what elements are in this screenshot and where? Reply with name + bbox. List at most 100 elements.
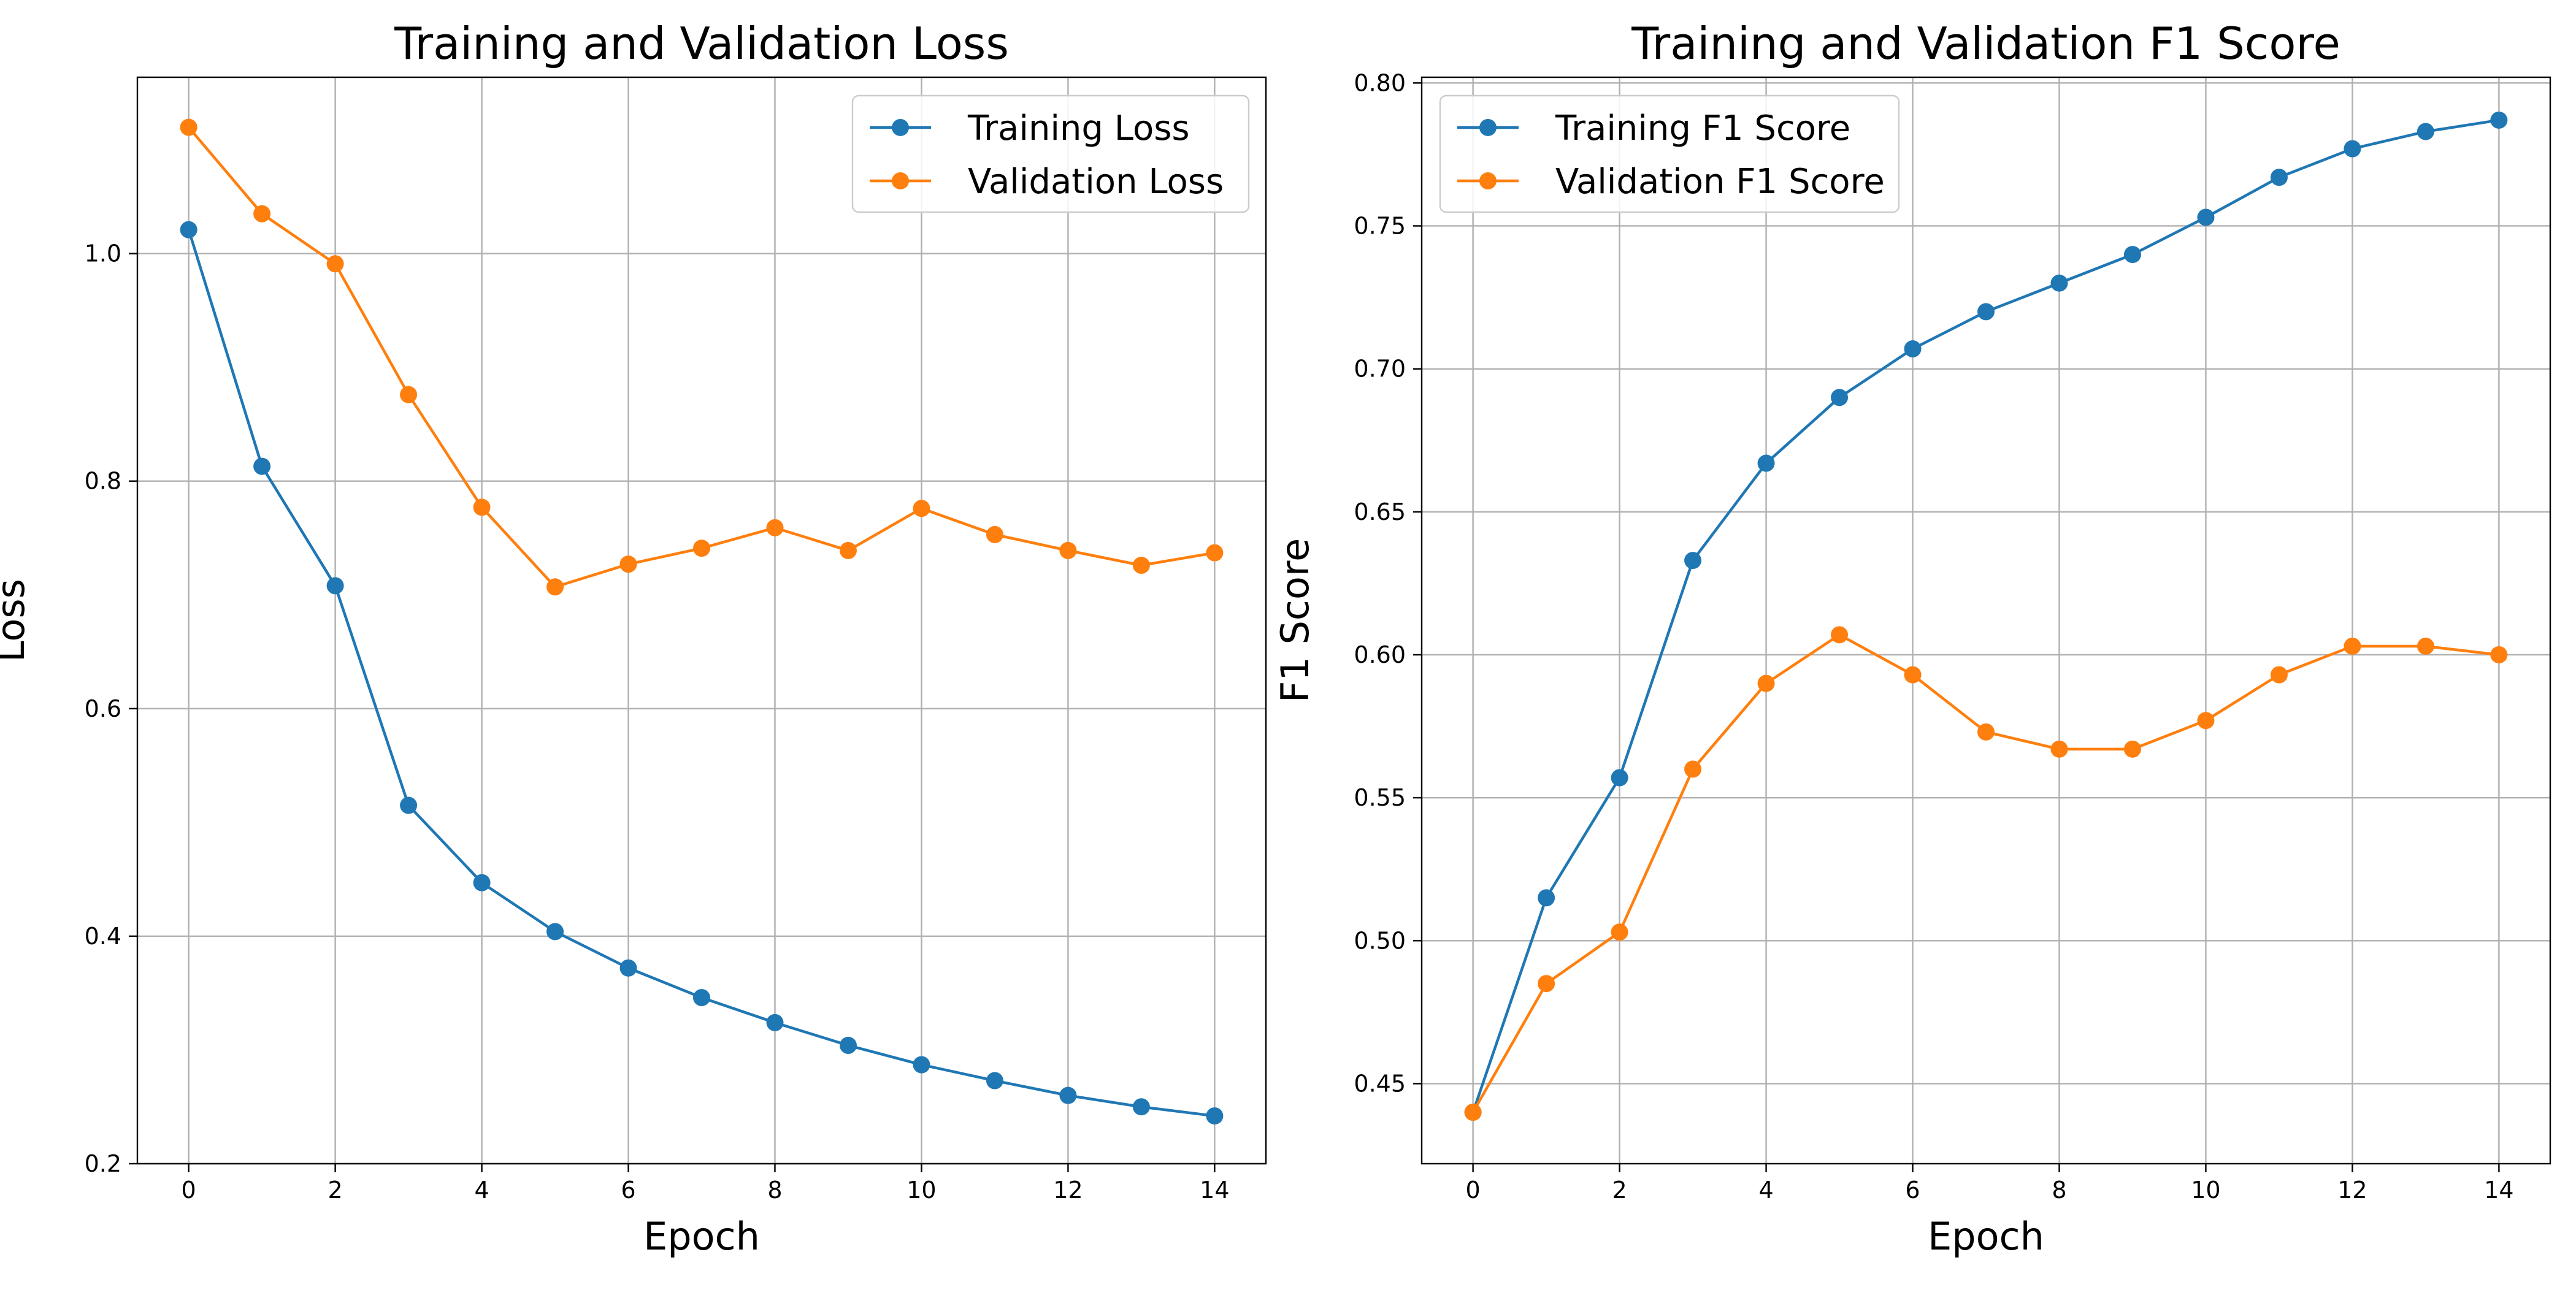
data-point: [2344, 140, 2361, 158]
x-tick-label: 4: [1758, 1177, 1773, 1204]
x-tick-label: 12: [1053, 1177, 1083, 1204]
x-tick-label: 2: [1612, 1177, 1627, 1204]
legend-label: Training F1 Score: [1555, 109, 1850, 148]
y-tick-label: 0.50: [1354, 927, 1406, 954]
y-tick-label: 0.4: [85, 923, 121, 950]
data-point: [400, 796, 418, 814]
y-tick-label: 0.55: [1354, 784, 1406, 811]
data-point: [693, 989, 710, 1007]
data-point: [619, 555, 637, 573]
data-point: [2490, 111, 2508, 129]
data-point: [180, 221, 197, 239]
series-line: [1471, 118, 2499, 1113]
legend-marker: [1479, 172, 1497, 189]
axes-frame: [136, 76, 1267, 1165]
data-point: [1757, 674, 1775, 692]
x-tick-label: 14: [1200, 1177, 1229, 1204]
data-point: [1132, 1098, 1150, 1116]
data-point: [400, 386, 418, 403]
data-point: [2490, 646, 2508, 663]
chart-title: Training and Validation F1 Score: [1631, 18, 2340, 69]
legend-label: Validation Loss: [968, 162, 1224, 202]
data-point: [1206, 1107, 1224, 1125]
data-point: [1059, 541, 1077, 559]
y-tick-label: 0.6: [85, 695, 121, 722]
x-tick-label: 6: [1905, 1177, 1920, 1204]
data-point: [693, 540, 710, 557]
legend-box: [1439, 94, 1900, 213]
data-point: [2417, 123, 2434, 140]
data-point: [473, 498, 491, 516]
data-point: [1611, 769, 1628, 787]
data-point: [253, 205, 271, 223]
legend-label: Validation F1 Score: [1555, 162, 1885, 202]
x-tick-label: 8: [767, 1177, 782, 1204]
legend-marker: [1479, 119, 1497, 136]
axes-frame: [1420, 76, 2551, 1165]
data-point: [1464, 1104, 1482, 1121]
data-point: [326, 577, 344, 595]
data-point: [326, 255, 344, 273]
data-point: [2270, 666, 2288, 684]
chart-panel-1: 0 2 4 6 8 10 12 14 0.2 0.4 0.6 0.8 1.0 Training and V…: [0, 18, 1267, 1259]
data-point: [2050, 274, 2068, 292]
data-point: [253, 457, 271, 475]
data-point: [1206, 544, 1224, 562]
y-tick-label: 0.70: [1354, 356, 1406, 383]
data-point: [1977, 303, 1995, 321]
legend-label: Training Loss: [967, 109, 1190, 148]
y-tick-label: 0.60: [1354, 641, 1406, 668]
data-point: [1611, 923, 1628, 941]
y-tick-label: 0.8: [85, 468, 121, 495]
data-point: [1132, 557, 1150, 574]
data-point: [1977, 723, 1995, 741]
data-point: [2197, 712, 2215, 730]
data-point: [2417, 637, 2434, 655]
legend: Training Loss Validation Loss: [851, 94, 1250, 213]
data-point: [2050, 740, 2068, 758]
legend-marker: [892, 119, 909, 136]
data-point: [1831, 626, 1849, 644]
data-point: [2344, 637, 2361, 655]
data-point: [546, 923, 564, 941]
x-tick-label: 4: [474, 1177, 489, 1204]
data-point: [1757, 454, 1775, 472]
data-point: [2123, 740, 2141, 758]
legend-marker: [892, 172, 909, 189]
x-tick-label: 0: [182, 1177, 196, 1204]
data-point: [986, 1072, 1003, 1090]
data-point: [1831, 389, 1849, 406]
y-tick-label: 0.45: [1354, 1070, 1406, 1097]
y-tick-label: 1.0: [85, 240, 121, 267]
x-axis-label: Epoch: [643, 1214, 760, 1259]
data-point: [913, 500, 930, 517]
series-validation: [1464, 626, 2508, 1121]
x-tick-label: 8: [2052, 1177, 2066, 1204]
data-point: [2270, 169, 2288, 186]
x-tick-label: 2: [328, 1177, 343, 1204]
data-point: [546, 578, 564, 596]
legend: Training F1 Score Validation F1 Score: [1439, 94, 1900, 213]
x-axis-label: Epoch: [1928, 1214, 2044, 1259]
data-point: [619, 959, 637, 977]
series-validation: [180, 118, 1224, 596]
data-point: [766, 519, 784, 536]
x-tick-label: 12: [2337, 1177, 2367, 1204]
data-point: [1538, 975, 1555, 993]
data-point: [839, 1037, 857, 1055]
data-point: [180, 118, 197, 136]
series-line: [1471, 633, 2499, 1113]
y-tick-label: 0.75: [1354, 212, 1406, 239]
data-point: [473, 874, 491, 891]
y-axis-label: Loss: [0, 579, 33, 662]
data-point: [913, 1056, 930, 1074]
data-point: [1904, 340, 1922, 357]
series-training: [1464, 111, 2508, 1121]
data-point: [839, 541, 857, 559]
data-point: [766, 1013, 784, 1031]
data-point: [1684, 760, 1702, 778]
data-point: [1059, 1086, 1077, 1104]
data-point: [1538, 889, 1555, 907]
series-training: [180, 221, 1224, 1125]
